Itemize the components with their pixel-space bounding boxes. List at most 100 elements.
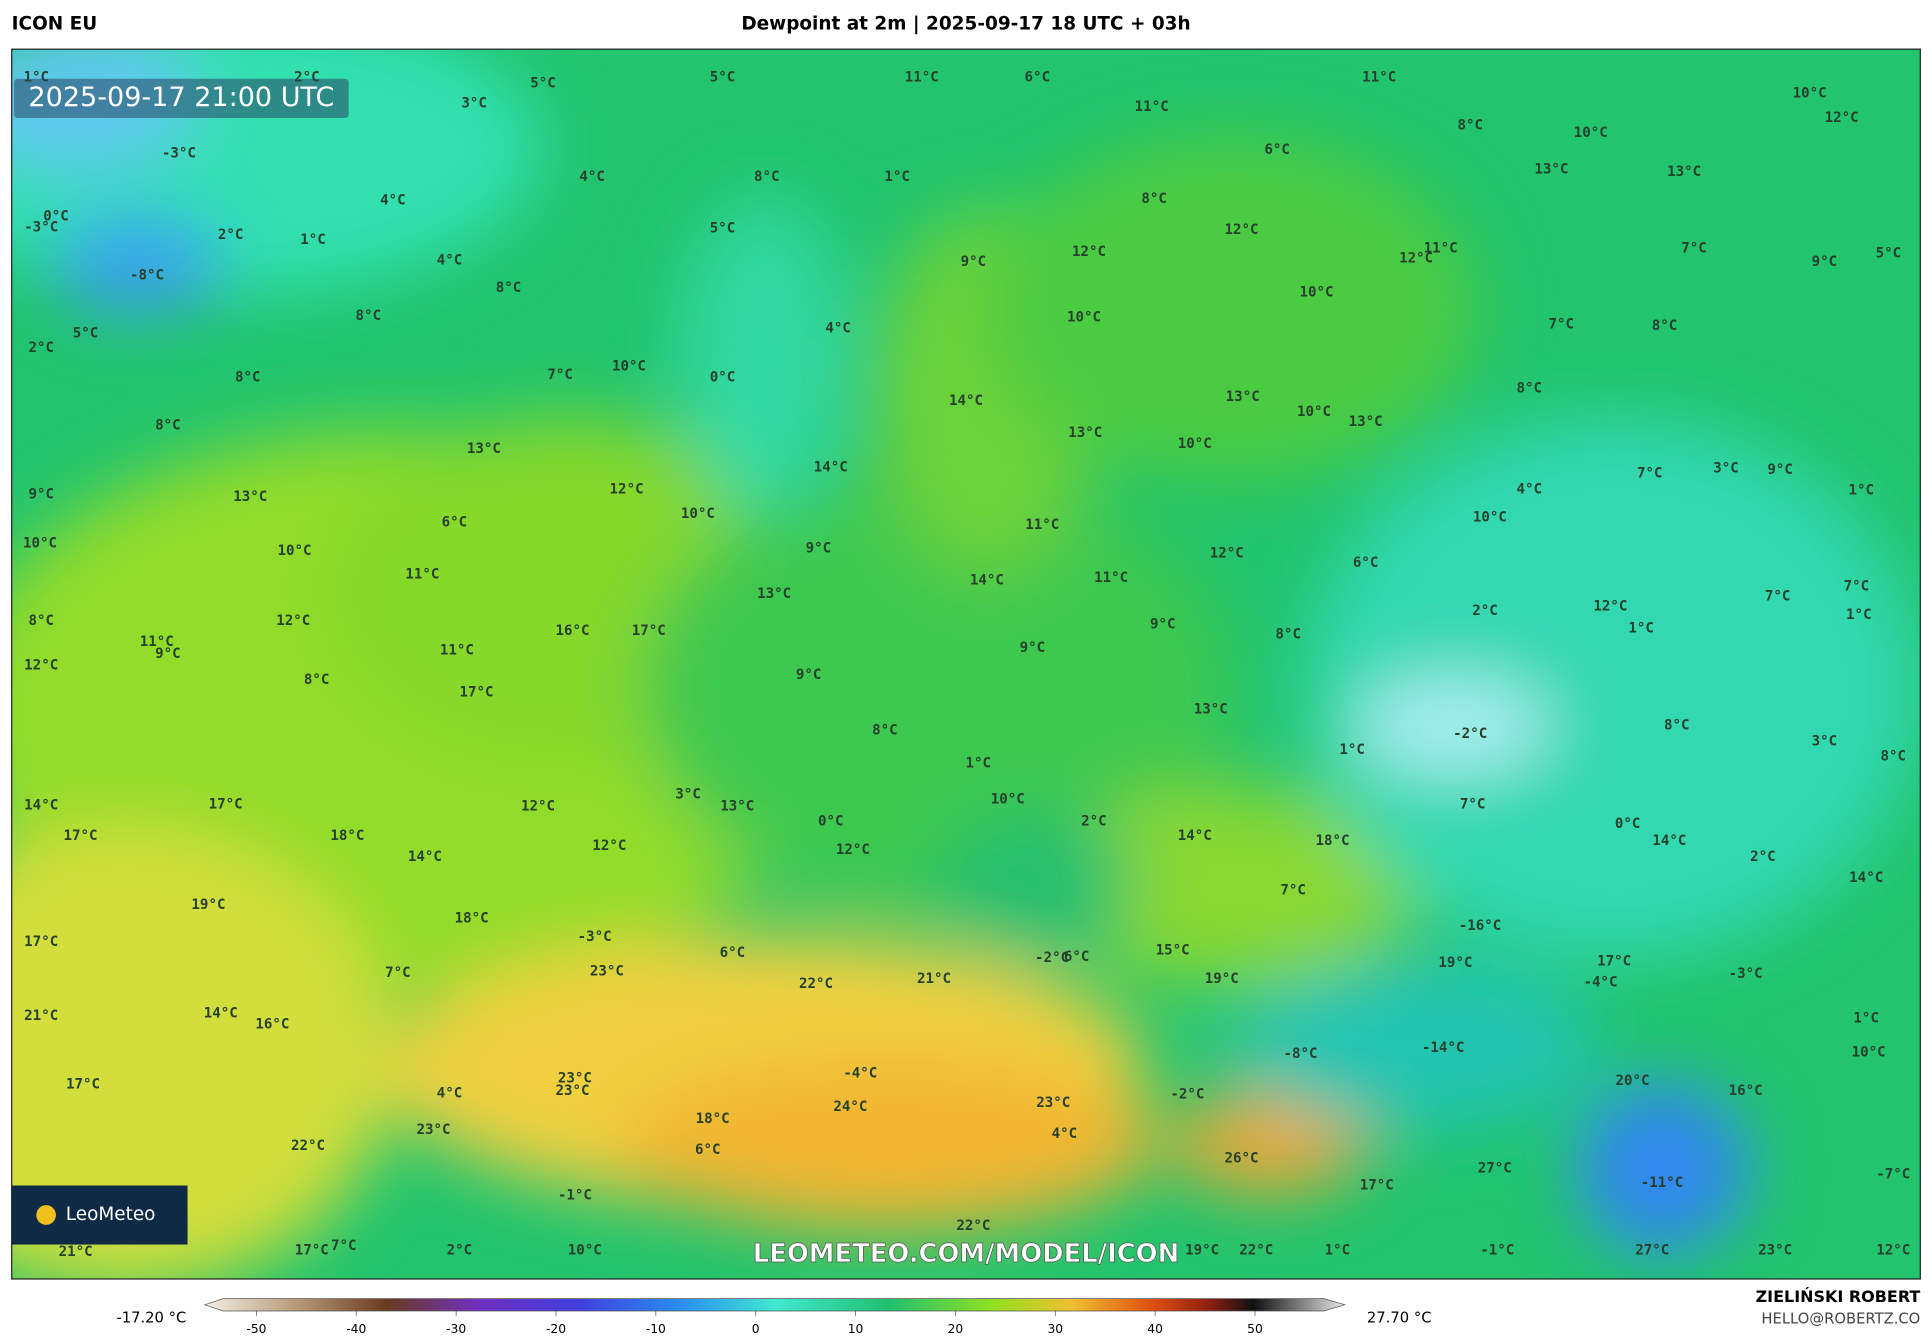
temp-label: 12°C xyxy=(1876,1243,1910,1259)
temp-label: 23°C xyxy=(416,1122,450,1138)
temp-label: 17°C xyxy=(1597,954,1631,970)
temp-label: -1°C xyxy=(1480,1243,1514,1259)
temp-label: 14°C xyxy=(24,798,58,814)
temp-label: 21°C xyxy=(24,1008,58,1024)
temp-label: 10°C xyxy=(23,536,57,552)
temp-label: 14°C xyxy=(408,849,442,865)
colorbar-tick-label: -30 xyxy=(446,1322,466,1336)
temp-label: 9°C xyxy=(28,486,54,502)
temp-label: 12°C xyxy=(1210,545,1244,561)
temp-label: 0°C xyxy=(1615,816,1641,832)
temp-label: 7°C xyxy=(331,1238,357,1254)
temp-label: 23°C xyxy=(558,1071,592,1087)
temp-label: 4°C xyxy=(1052,1126,1078,1142)
temp-label: 2°C xyxy=(28,340,54,356)
temp-label: 8°C xyxy=(1880,748,1906,764)
colorbar-max: 27.70 °C xyxy=(1367,1309,1432,1326)
temp-label: -4°C xyxy=(1584,975,1618,991)
temp-label: 9°C xyxy=(155,646,181,662)
temp-label: 12°C xyxy=(276,613,310,629)
temp-label: 6°C xyxy=(720,945,746,961)
temp-label: 20°C xyxy=(1616,1073,1650,1089)
temp-label: 10°C xyxy=(1299,285,1333,301)
temp-label: 16°C xyxy=(555,623,589,639)
temp-label: 15°C xyxy=(1156,943,1190,959)
temp-label: 10°C xyxy=(1297,404,1331,420)
colorbar-tick-label: -50 xyxy=(246,1322,266,1336)
temp-label: 7°C xyxy=(1765,588,1791,604)
temp-label: 9°C xyxy=(796,667,822,683)
temp-label: 18°C xyxy=(330,828,364,844)
temp-label: 6°C xyxy=(1353,555,1379,571)
temp-label: -8°C xyxy=(130,267,164,283)
temp-label: 1°C xyxy=(1853,1010,1879,1026)
temp-label: 4°C xyxy=(1516,481,1542,497)
temp-label: -3°C xyxy=(24,220,58,236)
temp-label: 17°C xyxy=(632,623,666,639)
temp-label: 11°C xyxy=(1362,69,1396,85)
temp-label: 12°C xyxy=(1399,250,1433,266)
temp-label: 17°C xyxy=(460,684,494,700)
labels: 1°C 2°C 5°C3°C5°C 11°C 6°C 11°C10°C12°C11°C8°… xyxy=(23,69,1910,1259)
temp-label: 12°C xyxy=(836,842,870,858)
temp-label: 11°C xyxy=(1094,570,1128,586)
temp-label: 10°C xyxy=(1067,309,1101,325)
temp-label: 26°C xyxy=(1224,1150,1258,1166)
temp-label: 9°C xyxy=(1767,462,1793,478)
colorbar-tick-label: 30 xyxy=(1047,1322,1063,1336)
valid-time: 2025-09-17 21:00 UTC xyxy=(28,82,334,113)
temp-label: 10°C xyxy=(1178,436,1212,452)
temp-label: 12°C xyxy=(1825,110,1859,126)
temp-label: 4°C xyxy=(380,192,406,208)
temp-label: -1°C xyxy=(558,1187,592,1203)
temp-label: 1°C xyxy=(300,232,326,248)
time-box xyxy=(14,78,349,119)
logo: LeoMeteo xyxy=(66,1204,156,1225)
field xyxy=(11,49,1921,1279)
temp-label: 12°C xyxy=(1593,598,1627,614)
temp-label: 21°C xyxy=(917,971,951,987)
temp-label: 2°C xyxy=(218,227,244,243)
temp-label: 9°C xyxy=(1812,254,1838,270)
temp-label: 22°C xyxy=(956,1218,990,1234)
temp-label: 1°C xyxy=(1628,620,1654,636)
colorbar-min: -17.20 °C xyxy=(116,1309,186,1326)
temp-label: 13°C xyxy=(1349,414,1383,430)
colorbar-tick-label: 20 xyxy=(948,1322,964,1336)
temp-label: 11°C xyxy=(905,69,939,85)
temp-label: -2°C xyxy=(1170,1087,1204,1103)
temp-label: 1°C xyxy=(1849,483,1875,499)
temp-label: 10°C xyxy=(1574,125,1608,141)
temp-label: 13°C xyxy=(1068,425,1102,441)
temp-label: 6°C xyxy=(1025,69,1051,85)
temp-label: 11°C xyxy=(1135,99,1169,115)
temp-label: 13°C xyxy=(1667,164,1701,180)
temp-label: 13°C xyxy=(757,586,791,602)
logo-sun xyxy=(36,1205,56,1225)
temp-label: 11°C xyxy=(1424,240,1458,256)
temp-label: 23°C xyxy=(590,964,624,980)
temp-label: -8°C xyxy=(1283,1046,1317,1062)
colorbar-tick-label: 10 xyxy=(848,1322,864,1336)
temp-label: 11°C xyxy=(1025,517,1059,533)
watermark: LEOMETEO.COM/MODEL/ICON xyxy=(753,1239,1179,1269)
temp-label: 10°C xyxy=(1473,510,1507,526)
temp-label: 4°C xyxy=(579,169,605,185)
temp-label: 17°C xyxy=(24,934,58,950)
temp-label: 1°C xyxy=(1325,1243,1351,1259)
temp-label: -3°C xyxy=(1729,966,1763,982)
temp-label: 17°C xyxy=(66,1077,100,1093)
temp-label: 7°C xyxy=(1460,796,1486,812)
colorbar-tick-label: 40 xyxy=(1147,1322,1163,1336)
temp-label: 7°C xyxy=(547,367,573,383)
temp-label: 8°C xyxy=(155,418,181,434)
author: ZIELIŃSKI ROBERT xyxy=(1756,1287,1921,1306)
colorbar xyxy=(203,1298,1347,1312)
temp-label: 18°C xyxy=(455,911,489,927)
colorbar-tick-label: -40 xyxy=(346,1322,366,1336)
temp-label: 10°C xyxy=(1793,85,1827,101)
temp-label: 10°C xyxy=(1852,1045,1886,1061)
temp-label: 22°C xyxy=(291,1138,325,1154)
temp-label: 14°C xyxy=(1849,870,1883,886)
